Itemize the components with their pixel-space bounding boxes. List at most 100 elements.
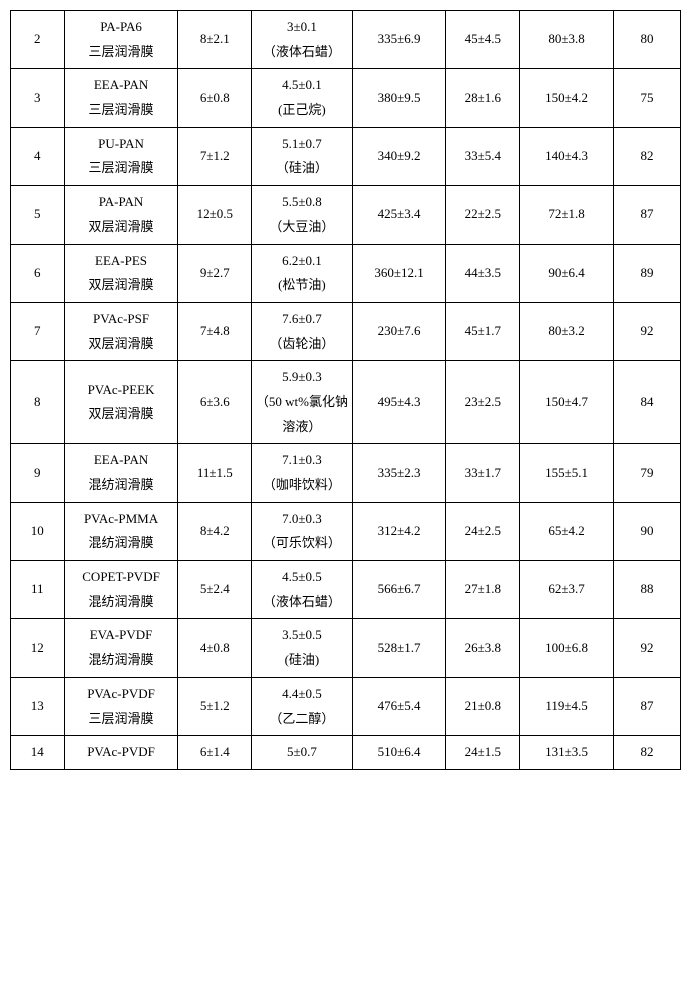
name-line2: 双层润滑膜: [67, 402, 176, 427]
cell-c4: 335±2.3: [352, 444, 446, 502]
cell-c2: 5±2.4: [178, 561, 252, 619]
cell-c7: 82: [613, 127, 680, 185]
cell-c3: 4.4±0.5（乙二醇）: [252, 677, 353, 735]
cell-c2: 4±0.8: [178, 619, 252, 677]
val-c5: 24±2.5: [448, 519, 517, 544]
cell-id: 10: [11, 502, 65, 560]
cell-c5: 27±1.8: [446, 561, 520, 619]
val-c4: 510±6.4: [355, 740, 444, 765]
val-c6: 150±4.2: [522, 86, 611, 111]
table-row: 9EEA-PAN混纺润滑膜11±1.57.1±0.3（咖啡饮料）335±2.33…: [11, 444, 681, 502]
cell-name: PVAc-PEEK双层润滑膜: [64, 361, 178, 444]
table-row: 13PVAc-PVDF三层润滑膜5±1.24.4±0.5（乙二醇）476±5.4…: [11, 677, 681, 735]
val-c7: 80: [616, 27, 678, 52]
cell-c4: 566±6.7: [352, 561, 446, 619]
c3-line1: 5.5±0.8: [254, 190, 350, 215]
val-c6: 72±1.8: [522, 202, 611, 227]
val-c4: 476±5.4: [355, 694, 444, 719]
row-id: 8: [13, 390, 62, 415]
val-c7: 89: [616, 261, 678, 286]
cell-c5: 45±4.5: [446, 11, 520, 69]
cell-c5: 45±1.7: [446, 302, 520, 360]
val-c5: 45±1.7: [448, 319, 517, 344]
table-row: 12EVA-PVDF混纺润滑膜4±0.83.5±0.5(硅油)528±1.726…: [11, 619, 681, 677]
cell-name: EEA-PES双层润滑膜: [64, 244, 178, 302]
cell-id: 5: [11, 186, 65, 244]
cell-c4: 425±3.4: [352, 186, 446, 244]
val-c4: 528±1.7: [355, 636, 444, 661]
val-c7: 92: [616, 636, 678, 661]
cell-c7: 87: [613, 677, 680, 735]
cell-c6: 65±4.2: [520, 502, 614, 560]
name-line1: EEA-PAN: [67, 73, 176, 98]
c3-line2: （50 wt%氯化钠溶液）: [254, 390, 350, 439]
cell-c7: 84: [613, 361, 680, 444]
val-c4: 335±6.9: [355, 27, 444, 52]
cell-c5: 21±0.8: [446, 677, 520, 735]
cell-c5: 26±3.8: [446, 619, 520, 677]
val-c5: 23±2.5: [448, 390, 517, 415]
row-id: 13: [13, 694, 62, 719]
name-line2: 三层润滑膜: [67, 98, 176, 123]
name-line2: 双层润滑膜: [67, 332, 176, 357]
val-c4: 312±4.2: [355, 519, 444, 544]
table-row: 2PA-PA6三层润滑膜8±2.13±0.1（液体石蜡）335±6.945±4.…: [11, 11, 681, 69]
cell-c6: 62±3.7: [520, 561, 614, 619]
cell-c2: 7±1.2: [178, 127, 252, 185]
name-line2: 三层润滑膜: [67, 707, 176, 732]
name-line1: EEA-PAN: [67, 448, 176, 473]
val-c5: 21±0.8: [448, 694, 517, 719]
c3-line1: 7.0±0.3: [254, 507, 350, 532]
c3-line2: (正己烷): [254, 98, 350, 123]
c3-line1: 7.1±0.3: [254, 448, 350, 473]
val-c6: 150±4.7: [522, 390, 611, 415]
cell-c4: 340±9.2: [352, 127, 446, 185]
val-c7: 79: [616, 461, 678, 486]
c3-line2: （齿轮油）: [254, 332, 350, 357]
cell-c6: 119±4.5: [520, 677, 614, 735]
val-c6: 131±3.5: [522, 740, 611, 765]
val-c6: 140±4.3: [522, 144, 611, 169]
val-c7: 82: [616, 144, 678, 169]
table-row: 7PVAc-PSF双层润滑膜7±4.87.6±0.7（齿轮油）230±7.645…: [11, 302, 681, 360]
val-c5: 45±4.5: [448, 27, 517, 52]
cell-c2: 7±4.8: [178, 302, 252, 360]
cell-c3: 7.6±0.7（齿轮油）: [252, 302, 353, 360]
cell-c2: 6±3.6: [178, 361, 252, 444]
cell-c6: 155±5.1: [520, 444, 614, 502]
table-row: 8PVAc-PEEK双层润滑膜6±3.65.9±0.3（50 wt%氯化钠溶液）…: [11, 361, 681, 444]
cell-name: EEA-PAN混纺润滑膜: [64, 444, 178, 502]
cell-c3: 6.2±0.1(松节油): [252, 244, 353, 302]
cell-id: 6: [11, 244, 65, 302]
name-line2: 混纺润滑膜: [67, 473, 176, 498]
cell-c6: 140±4.3: [520, 127, 614, 185]
cell-c5: 23±2.5: [446, 361, 520, 444]
val-c4: 335±2.3: [355, 461, 444, 486]
c3-line1: 3.5±0.5: [254, 623, 350, 648]
c3-line2: （乙二醇）: [254, 707, 350, 732]
cell-c2: 8±2.1: [178, 11, 252, 69]
cell-id: 12: [11, 619, 65, 677]
val-c2: 8±2.1: [180, 27, 249, 52]
name-line1: PVAc-PEEK: [67, 378, 176, 403]
c3-line2: （大豆油）: [254, 215, 350, 240]
name-line1: COPET-PVDF: [67, 565, 176, 590]
name-line1: PVAc-PVDF: [67, 682, 176, 707]
cell-c3: 5.5±0.8（大豆油）: [252, 186, 353, 244]
c3-line2: (硅油): [254, 648, 350, 673]
cell-c5: 33±5.4: [446, 127, 520, 185]
name-line1: PA-PAN: [67, 190, 176, 215]
val-c4: 360±12.1: [355, 261, 444, 286]
data-table: 2PA-PA6三层润滑膜8±2.13±0.1（液体石蜡）335±6.945±4.…: [10, 10, 681, 770]
name-line2: 双层润滑膜: [67, 215, 176, 240]
cell-c7: 90: [613, 502, 680, 560]
c3-line2: （硅油）: [254, 156, 350, 181]
cell-c2: 12±0.5: [178, 186, 252, 244]
c3-line1: 5.9±0.3: [254, 365, 350, 390]
cell-c3: 4.5±0.1(正己烷): [252, 69, 353, 127]
val-c2: 6±3.6: [180, 390, 249, 415]
val-c6: 80±3.8: [522, 27, 611, 52]
table-row: 5PA-PAN双层润滑膜12±0.55.5±0.8（大豆油）425±3.422±…: [11, 186, 681, 244]
cell-c2: 6±1.4: [178, 736, 252, 770]
val-c7: 87: [616, 694, 678, 719]
